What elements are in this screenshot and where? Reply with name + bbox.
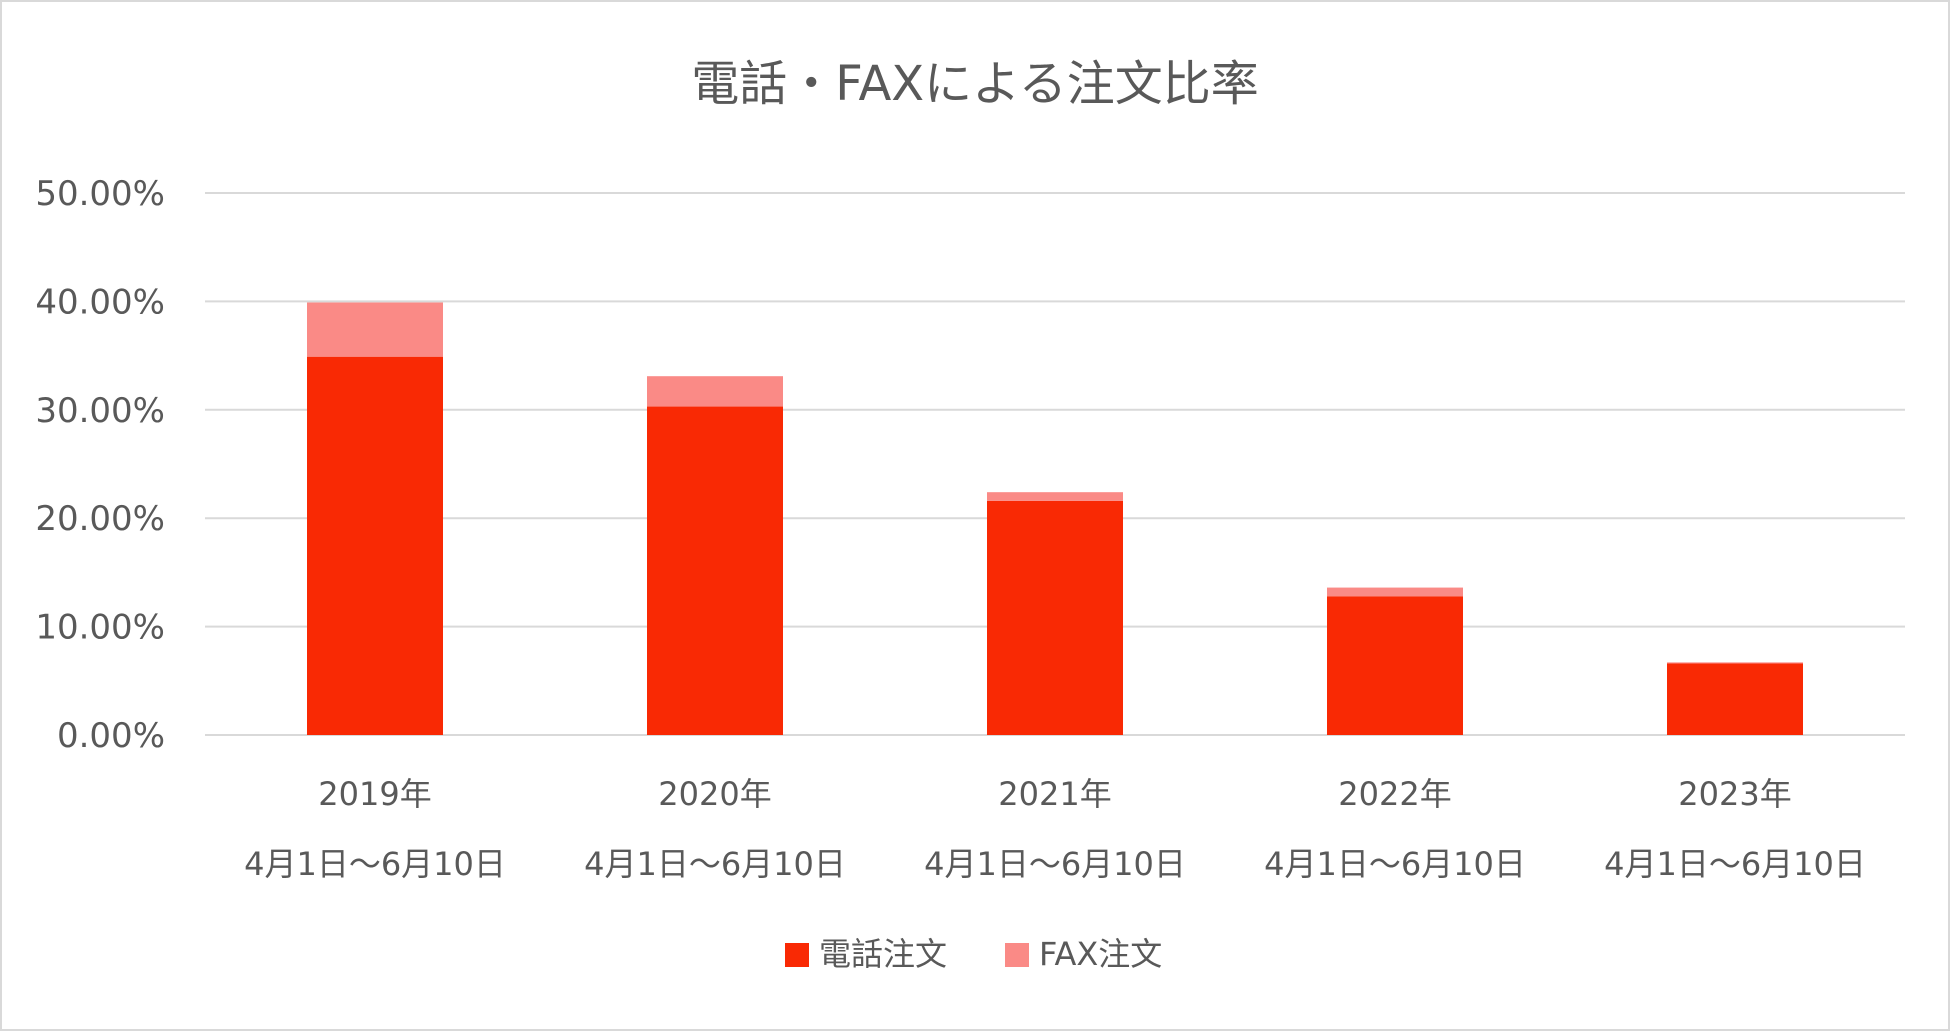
bar-fax-order — [1327, 587, 1463, 597]
x-tick-label-period: 4月1日～6月10日 — [1604, 845, 1866, 883]
x-tick-label-year: 2020年 — [658, 775, 771, 813]
bar-fax-order — [987, 492, 1123, 501]
bar-phone-order — [307, 356, 443, 735]
bars — [307, 302, 1803, 735]
bar-phone-order — [1667, 663, 1803, 735]
legend-label-phone: 電話注文 — [819, 935, 947, 973]
x-tick-label-period: 4月1日～6月10日 — [1264, 845, 1526, 883]
x-axis-ticks: 2019年 4月1日～6月10日 2020年 4月1日～6月10日 2021年 4月1日～… — [244, 775, 1866, 883]
bar-fax-order — [307, 302, 443, 357]
legend: 電話注文 FAX注文 — [785, 935, 1162, 973]
x-tick-label-year: 2021年 — [998, 775, 1111, 813]
legend-label-fax: FAX注文 — [1039, 935, 1162, 973]
y-tick-label: 20.00% — [35, 499, 165, 539]
legend-swatch-phone — [785, 943, 809, 967]
bar-phone-order — [1327, 596, 1463, 735]
legend-swatch-fax — [1005, 943, 1029, 967]
y-tick-label: 30.00% — [35, 391, 165, 431]
y-axis-ticks: 0.00% 10.00% 20.00% 30.00% 40.00% 50.00% — [35, 174, 165, 756]
x-tick-label-period: 4月1日～6月10日 — [244, 845, 506, 883]
chart-title: 電話・FAXによる注文比率 — [691, 56, 1258, 112]
bar-fax-order — [1667, 662, 1803, 664]
x-tick-label-period: 4月1日～6月10日 — [584, 845, 846, 883]
y-tick-label: 0.00% — [57, 716, 165, 756]
bar-phone-order — [987, 500, 1123, 735]
x-tick-label-year: 2022年 — [1338, 775, 1451, 813]
x-tick-label-year: 2023年 — [1678, 775, 1791, 813]
gridlines — [205, 192, 1905, 736]
bar-fax-order — [647, 376, 783, 407]
y-tick-label: 40.00% — [35, 282, 165, 322]
y-tick-label: 10.00% — [35, 608, 165, 648]
x-tick-label-period: 4月1日～6月10日 — [924, 845, 1186, 883]
bar-phone-order — [647, 406, 783, 735]
x-tick-label-year: 2019年 — [318, 775, 431, 813]
y-tick-label: 50.00% — [35, 174, 165, 214]
